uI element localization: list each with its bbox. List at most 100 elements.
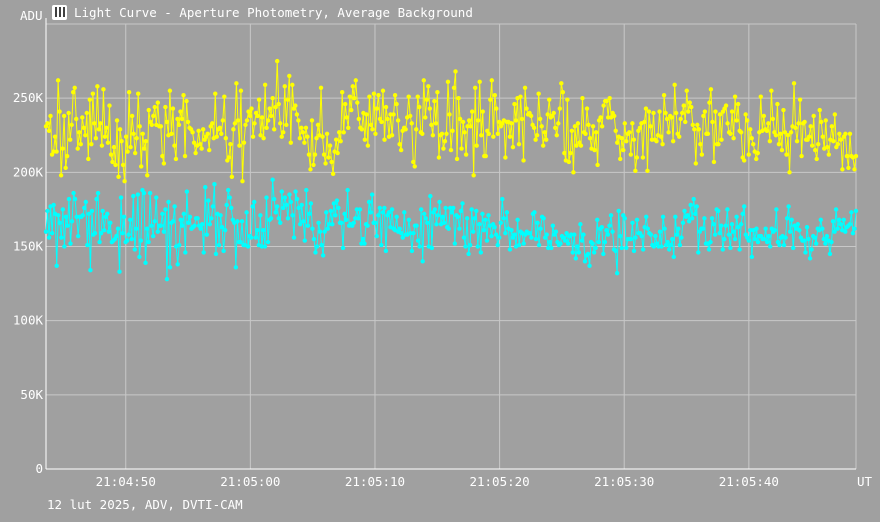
data-point: [315, 122, 321, 128]
data-point: [432, 98, 437, 104]
data-point: [252, 121, 257, 126]
data-point: [271, 127, 277, 132]
data-point: [781, 242, 787, 248]
data-point: [608, 213, 614, 218]
data-point: [161, 229, 167, 234]
data-point: [418, 207, 424, 212]
data-point: [481, 227, 487, 233]
data-point: [398, 147, 404, 153]
data-point: [267, 106, 272, 111]
data-point: [719, 137, 724, 142]
data-point: [54, 263, 59, 268]
data-point: [143, 138, 148, 144]
data-point: [811, 113, 816, 119]
data-point: [779, 147, 785, 153]
data-point: [557, 106, 563, 111]
data-point: [403, 127, 408, 132]
data-point: [712, 232, 718, 237]
data-point: [833, 207, 839, 212]
data-point: [794, 138, 800, 144]
data-point: [297, 136, 303, 141]
data-point: [219, 225, 225, 230]
data-point: [536, 242, 542, 248]
data-point: [459, 146, 464, 151]
data-point: [696, 127, 702, 132]
data-point: [116, 174, 121, 179]
x-tick-label: 21:05:40: [719, 474, 779, 489]
data-point: [288, 140, 294, 145]
data-point: [585, 251, 591, 257]
data-point: [386, 210, 392, 215]
data-point: [657, 109, 662, 114]
data-point: [118, 195, 124, 200]
data-point: [824, 233, 830, 239]
data-point: [691, 196, 696, 202]
data-point: [501, 216, 507, 221]
data-point: [123, 134, 129, 139]
data-point: [562, 238, 568, 243]
data-point: [460, 201, 465, 206]
data-point: [69, 122, 74, 128]
data-point: [743, 112, 748, 117]
data-point: [415, 94, 420, 99]
data-point: [359, 127, 365, 132]
data-point: [320, 134, 325, 139]
data-point: [634, 155, 640, 160]
data-point: [101, 227, 107, 233]
data-point: [78, 141, 83, 147]
data-point: [480, 109, 485, 114]
data-point: [180, 223, 185, 228]
data-point: [281, 130, 286, 135]
data-point: [399, 230, 404, 236]
light-curve-app-icon[interactable]: [52, 4, 67, 20]
data-point: [755, 150, 760, 156]
data-point: [245, 244, 251, 249]
data-point: [614, 271, 620, 276]
data-point: [478, 250, 484, 255]
data-point: [201, 250, 206, 255]
data-point: [46, 235, 52, 240]
data-point: [731, 229, 736, 234]
data-point: [448, 205, 453, 211]
data-point: [422, 211, 427, 217]
data-point: [179, 116, 185, 122]
data-point: [642, 119, 647, 125]
data-point: [580, 95, 585, 101]
data-point: [656, 244, 661, 249]
data-point: [711, 222, 716, 227]
data-point: [763, 226, 768, 231]
data-point: [259, 244, 265, 249]
data-point: [565, 241, 571, 246]
data-point: [186, 220, 191, 225]
data-point: [313, 250, 318, 255]
data-point: [373, 131, 378, 136]
data-point: [773, 133, 779, 138]
data-point: [547, 97, 552, 102]
data-point: [205, 131, 210, 136]
data-point: [627, 130, 632, 135]
data-point: [728, 131, 733, 136]
data-point: [784, 152, 789, 157]
data-point: [138, 238, 144, 243]
data-point: [532, 210, 537, 215]
data-point: [72, 196, 78, 202]
data-point: [649, 137, 655, 142]
data-point: [324, 210, 329, 215]
data-point: [639, 233, 644, 239]
data-point: [67, 137, 73, 142]
data-point: [681, 103, 686, 108]
data-point: [370, 127, 375, 132]
data-point: [92, 121, 97, 126]
data-point: [665, 239, 670, 245]
data-point: [463, 244, 468, 249]
data-point: [82, 205, 87, 211]
data-point: [425, 220, 430, 225]
data-point: [408, 113, 413, 119]
data-point: [309, 118, 315, 123]
data-point: [836, 217, 842, 222]
data-point: [806, 236, 811, 242]
data-point: [518, 94, 523, 99]
data-point: [173, 156, 179, 162]
data-point: [152, 219, 157, 224]
